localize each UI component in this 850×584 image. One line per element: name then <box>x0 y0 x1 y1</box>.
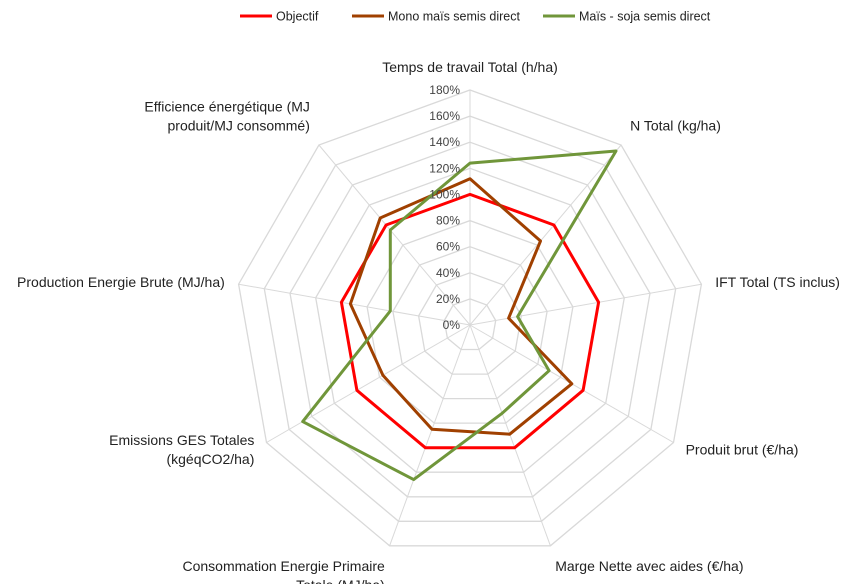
spoke-line <box>318 144 471 326</box>
series-line-2 <box>348 177 574 436</box>
series-line-3 <box>301 149 618 482</box>
axis-labels: Temps de travail Total (h/ha) N Total (kg… <box>17 59 840 584</box>
grid-ring <box>417 272 523 375</box>
grid-ring <box>315 167 625 473</box>
legend-label: Maïs - soja semis direct <box>579 10 711 24</box>
axis-label: Marge Nette avec aides (€/ha) <box>555 558 743 574</box>
spoke-line <box>266 324 471 443</box>
spoke-line <box>469 144 622 326</box>
axis-label: Produit brut (€/ha) <box>686 442 799 458</box>
tick-labels: 0% 20% 40% 60% 80% 100% 120% 140% 160% 180% <box>429 83 460 332</box>
grid-ring <box>289 141 651 498</box>
tick-label: 60% <box>436 240 460 254</box>
axis-label: IFT Total (TS inclus) <box>715 274 840 290</box>
grid-ring <box>263 115 677 522</box>
axis-label: Efficience énergétique (MJ produit/MJ con… <box>144 98 310 133</box>
spoke-line <box>389 324 471 546</box>
axis-label: N Total (kg/ha) <box>630 117 721 133</box>
tick-label: 0% <box>443 318 461 332</box>
grid-ring <box>237 89 703 547</box>
axis-label: Temps de travail Total (h/ha) <box>382 59 558 75</box>
axis-label: Consommation Energie PrimaireTotale (MJ/… <box>182 558 385 584</box>
legend: Objectif Mono maïs semis direct Maïs - soj… <box>240 10 711 24</box>
series-group <box>301 149 618 482</box>
spoke-line <box>469 283 702 326</box>
axis-label: Production Energie Brute (MJ/ha) <box>17 274 225 290</box>
tick-label: 100% <box>429 187 460 201</box>
grid-ring <box>443 298 497 351</box>
grid-ring <box>366 219 574 424</box>
axis-label: Emissions GES Totales (kgéqCO2/ha) <box>109 432 254 467</box>
tick-label: 160% <box>429 109 460 123</box>
spoke-line <box>238 283 471 326</box>
tick-label: 40% <box>436 266 460 280</box>
tick-label: 20% <box>436 292 460 306</box>
legend-label: Mono maïs semis direct <box>388 10 521 24</box>
tick-label: 140% <box>429 135 460 149</box>
tick-label: 120% <box>429 161 460 175</box>
tick-label: 80% <box>436 214 460 228</box>
legend-label: Objectif <box>276 10 319 24</box>
tick-label: 180% <box>429 83 460 97</box>
